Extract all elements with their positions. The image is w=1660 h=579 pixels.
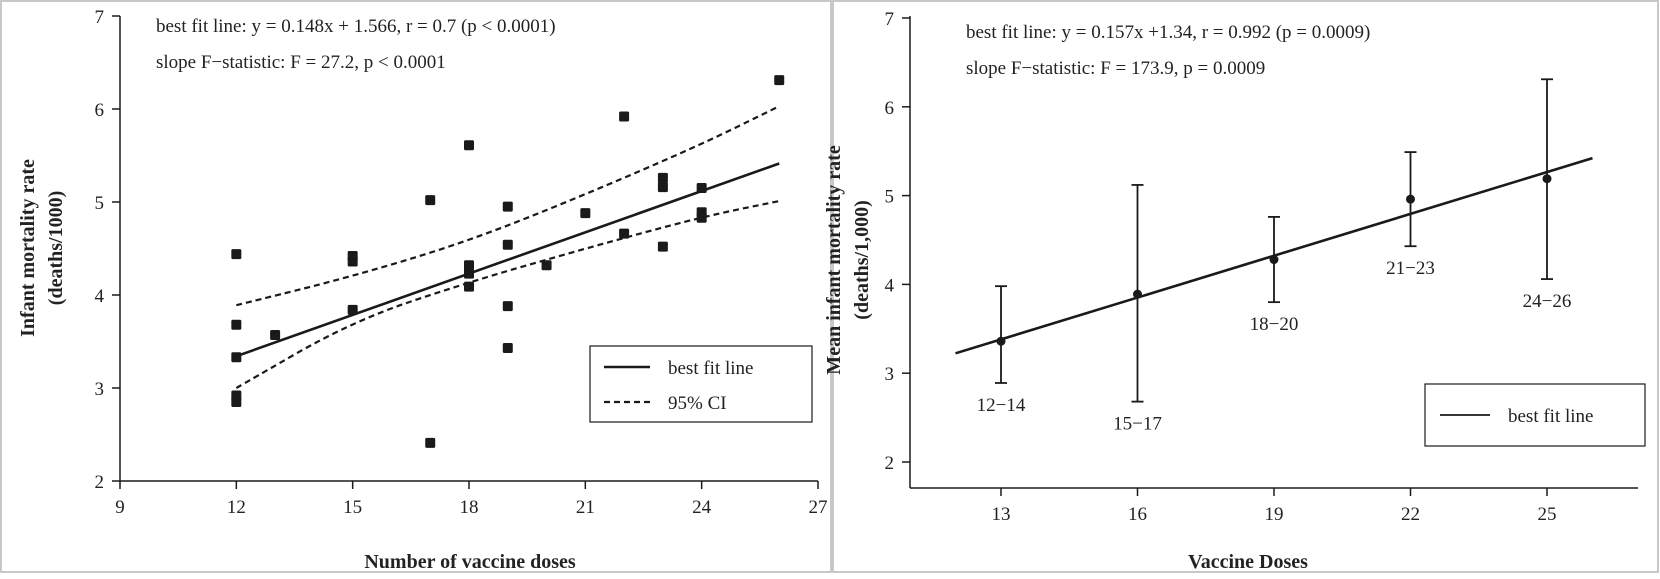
left-point-20 xyxy=(580,208,591,219)
left-point-17 xyxy=(502,301,513,312)
right-y-axis-title-line1: Mean infant mortality rate xyxy=(823,145,845,375)
right-x-tick-label-1: 16 xyxy=(1128,504,1147,525)
left-y-tick-label-5: 7 xyxy=(95,7,105,28)
left-point-21 xyxy=(619,111,630,122)
right-x-axis-title: Vaccine Doses xyxy=(1188,551,1308,573)
left-point-11 xyxy=(464,140,474,151)
left-y-tick-label-4: 6 xyxy=(95,100,105,121)
left-y-tick-label-3: 5 xyxy=(95,193,105,214)
left-annotation-f: slope F−statistic: F = 27.2, p < 0.0001 xyxy=(156,52,446,73)
right-panel-border xyxy=(832,0,1659,573)
left-panel-border xyxy=(0,0,832,573)
left-points-group xyxy=(231,75,785,448)
left-legend-label-fit: best fit line xyxy=(668,358,753,379)
left-point-29 xyxy=(774,75,785,86)
left-legend-label-ci: 95% CI xyxy=(668,393,727,414)
right-y-tick-label-5: 7 xyxy=(885,9,895,30)
left-point-19 xyxy=(541,260,552,271)
left-x-tick-label-4: 21 xyxy=(576,497,595,518)
right-y-axis-title-line2: (deaths/1,000) xyxy=(851,200,873,319)
left-y-tick-label-1: 3 xyxy=(95,379,105,400)
left-point-1 xyxy=(231,319,242,330)
left-y-tick-label-2: 4 xyxy=(95,286,105,307)
left-x-tick-label-0: 9 xyxy=(115,497,125,518)
left-best-fit-line xyxy=(235,162,780,358)
left-x-tick-label-2: 15 xyxy=(343,497,362,518)
right-y-axis-title: Mean infant mortality rate (deaths/1,000… xyxy=(823,145,873,375)
left-point-14 xyxy=(464,281,474,292)
right-mean-point-4 xyxy=(1542,174,1552,184)
left-point-0 xyxy=(231,249,242,260)
right-group-label-2: 18−20 xyxy=(1250,314,1299,335)
left-x-axis-title: Number of vaccine doses xyxy=(364,551,575,573)
left-point-9 xyxy=(425,195,436,206)
right-group-label-1: 15−17 xyxy=(1113,414,1162,435)
left-point-2 xyxy=(231,352,242,363)
left-legend-box xyxy=(589,345,813,423)
left-y-axis-title-line2: (deaths/1000) xyxy=(45,191,67,305)
right-annotation-fit: best fit line: y = 0.157x +1.34, r = 0.9… xyxy=(966,22,1370,43)
left-point-12 xyxy=(464,260,474,271)
left-x-tick-label-5: 24 xyxy=(692,497,712,518)
right-x-tick-label-3: 22 xyxy=(1401,504,1420,525)
left-point-8 xyxy=(347,304,358,315)
right-legend-label-fit: best fit line xyxy=(1508,406,1593,427)
right-errorbar-group: 12−14 15−17 18−20 21−23 24−26 xyxy=(977,78,1572,435)
left-point-28 xyxy=(696,212,707,223)
right-x-tick-label-4: 25 xyxy=(1538,504,1557,525)
left-x-tick-label-3: 18 xyxy=(460,497,479,518)
right-y-tick-label-0: 2 xyxy=(885,453,895,474)
left-y-tick-label-0: 2 xyxy=(95,472,105,493)
left-point-5 xyxy=(270,329,281,340)
left-tick-group: 9 12 15 18 21 24 27 2 3 4 5 6 7 xyxy=(95,7,828,518)
left-point-4 xyxy=(231,396,242,407)
right-group-label-3: 21−23 xyxy=(1386,258,1435,279)
right-tick-group: 13 16 19 22 25 2 3 4 5 6 7 xyxy=(885,9,1557,525)
right-group-label-4: 24−26 xyxy=(1523,291,1572,312)
right-y-tick-label-4: 6 xyxy=(885,98,895,119)
left-point-18 xyxy=(502,343,513,354)
right-x-tick-label-0: 13 xyxy=(992,504,1011,525)
left-point-16 xyxy=(502,239,513,250)
right-mean-point-3 xyxy=(1406,194,1415,204)
right-annotation-f: slope F−statistic: F = 173.9, p = 0.0009 xyxy=(966,58,1265,79)
left-point-7 xyxy=(347,256,358,267)
left-x-tick-label-1: 12 xyxy=(227,497,246,518)
right-mean-point-0 xyxy=(996,336,1006,346)
left-x-tick-label-6: 27 xyxy=(809,497,828,518)
right-legend: best fit line xyxy=(1424,383,1646,447)
right-mean-point-2 xyxy=(1269,255,1279,265)
right-chart: 13 16 19 22 25 2 3 4 5 6 7 12−14 15−17 18−20 21−23 24−… xyxy=(823,9,1646,573)
left-point-25 xyxy=(657,241,668,252)
left-chart: 9 12 15 18 21 24 27 2 3 4 5 6 7 best fit line: y = 0… xyxy=(17,7,828,573)
left-point-26 xyxy=(696,183,707,194)
left-y-axis-title: Infant mortality rate (deaths/1000) xyxy=(17,159,67,337)
left-point-22 xyxy=(619,228,630,239)
left-point-13 xyxy=(464,268,474,279)
left-point-23 xyxy=(657,172,668,183)
left-y-axis-title-line1: Infant mortality rate xyxy=(17,159,39,337)
right-x-tick-label-2: 19 xyxy=(1265,504,1284,525)
left-annotation-fit: best fit line: y = 0.148x + 1.566, r = 0… xyxy=(156,16,556,37)
left-point-10 xyxy=(425,437,436,448)
right-y-tick-label-2: 4 xyxy=(885,275,895,296)
right-mean-point-1 xyxy=(1133,289,1142,299)
left-ci-upper-line xyxy=(236,105,780,307)
left-legend: best fit line 95% CI xyxy=(589,345,813,423)
left-point-24 xyxy=(657,182,668,193)
left-point-15 xyxy=(502,201,513,212)
right-group-label-0: 12−14 xyxy=(977,395,1026,416)
right-y-tick-label-1: 3 xyxy=(885,364,895,385)
right-y-tick-label-3: 5 xyxy=(885,187,895,208)
left-ci-lower-line xyxy=(235,199,780,389)
